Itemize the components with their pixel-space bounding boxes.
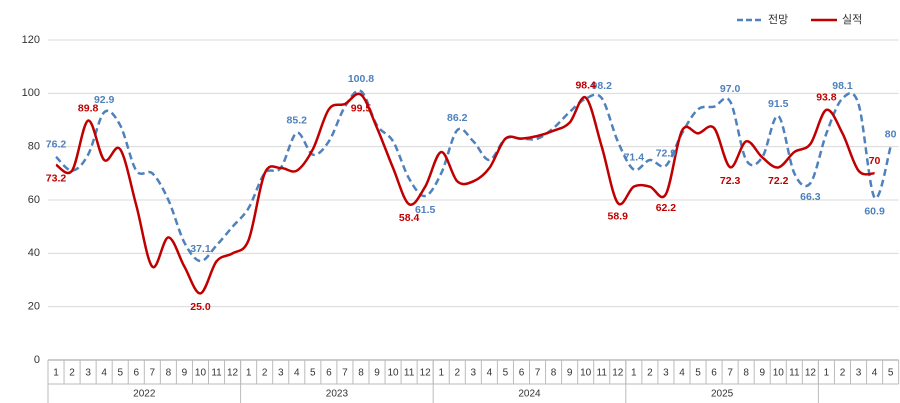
- value-label: 62.2: [656, 202, 677, 214]
- year-label: 2025: [711, 389, 734, 400]
- value-label: 58.9: [608, 211, 629, 223]
- year-label: 2024: [518, 389, 541, 400]
- y-tick-label: 40: [28, 247, 40, 259]
- value-label: 72.3: [720, 175, 741, 187]
- x-tick-label: 5: [117, 368, 123, 379]
- x-tick-label: 6: [133, 368, 139, 379]
- x-tick-label: 1: [824, 368, 830, 379]
- x-tick-label: 4: [679, 368, 685, 379]
- x-tick-label: 9: [567, 368, 573, 379]
- series-line: [55, 89, 892, 263]
- x-tick-label: 10: [195, 368, 207, 379]
- x-tick-label: 2: [69, 368, 75, 379]
- x-tick-label: 3: [856, 368, 862, 379]
- x-tick-label: 9: [374, 368, 380, 379]
- y-tick-label: 60: [28, 194, 40, 206]
- y-tick-label: 0: [34, 354, 40, 366]
- x-tick-label: 7: [342, 368, 348, 379]
- value-label: 91.5: [768, 98, 789, 110]
- value-label: 76.2: [46, 139, 67, 151]
- x-tick-label: 5: [503, 368, 509, 379]
- value-label: 58.4: [399, 212, 420, 224]
- value-label: 61.5: [415, 204, 436, 216]
- x-tick-label: 11: [211, 368, 222, 379]
- x-tick-label: 3: [663, 368, 669, 379]
- value-label: 98.1: [832, 80, 853, 92]
- x-tick-label: 4: [101, 368, 107, 379]
- x-tick-label: 3: [278, 368, 284, 379]
- year-label: 2023: [326, 389, 349, 400]
- y-tick-label: 20: [28, 301, 40, 313]
- x-tick-label: 10: [773, 368, 785, 379]
- x-tick-label: 2: [262, 368, 268, 379]
- x-tick-label: 4: [294, 368, 300, 379]
- year-label: 2022: [133, 389, 156, 400]
- x-tick-label: 11: [404, 368, 415, 379]
- value-label: 66.3: [800, 191, 821, 203]
- value-label: 89.8: [78, 102, 99, 114]
- value-label: 85.2: [287, 115, 308, 127]
- value-label: 98.2: [592, 80, 613, 92]
- x-tick-label: 5: [310, 368, 316, 379]
- x-tick-label: 6: [326, 368, 332, 379]
- y-tick-label: 80: [28, 141, 40, 153]
- x-tick-label: 7: [150, 368, 156, 379]
- x-tick-label: 12: [227, 368, 239, 379]
- value-label: 37.1: [190, 243, 211, 255]
- x-tick-label: 2: [647, 368, 653, 379]
- x-tick-label: 1: [246, 368, 252, 379]
- x-tick-label: 11: [789, 368, 800, 379]
- value-label: 98.4: [575, 79, 596, 91]
- value-label: 92.9: [94, 94, 115, 106]
- x-tick-label: 11: [597, 368, 608, 379]
- x-tick-label: 2: [454, 368, 460, 379]
- value-label: 100.8: [348, 73, 374, 85]
- x-tick-label: 3: [471, 368, 477, 379]
- x-tick-label: 10: [388, 368, 400, 379]
- x-tick-label: 8: [358, 368, 364, 379]
- value-label: 70: [869, 155, 881, 167]
- value-label: 73.2: [46, 173, 67, 185]
- x-tick-label: 7: [535, 368, 541, 379]
- x-tick-label: 8: [551, 368, 557, 379]
- x-tick-label: 4: [487, 368, 493, 379]
- x-tick-label: 12: [420, 368, 432, 379]
- x-tick-label: 12: [805, 368, 817, 379]
- x-tick-label: 1: [438, 368, 444, 379]
- value-label: 99.5: [351, 102, 372, 114]
- x-tick-label: 5: [695, 368, 701, 379]
- series-line: [55, 92, 875, 295]
- value-label: 93.8: [816, 92, 837, 104]
- x-tick-label: 9: [759, 368, 765, 379]
- value-label: 71.4: [624, 151, 645, 163]
- y-tick-label: 100: [22, 87, 40, 99]
- x-tick-label: 6: [711, 368, 717, 379]
- legend-label: 실적: [842, 13, 862, 26]
- value-label: 25.0: [190, 301, 211, 313]
- x-tick-label: 7: [727, 368, 733, 379]
- x-tick-label: 5: [888, 368, 894, 379]
- x-tick-label: 2: [840, 368, 846, 379]
- x-tick-label: 1: [53, 368, 59, 379]
- x-tick-label: 10: [580, 368, 592, 379]
- value-label: 97.0: [720, 83, 741, 95]
- x-tick-label: 9: [182, 368, 188, 379]
- x-tick-label: 8: [743, 368, 749, 379]
- x-tick-label: 3: [85, 368, 91, 379]
- x-tick-label: 1: [631, 368, 637, 379]
- legend-label: 전망: [768, 13, 788, 26]
- x-tick-label: 4: [872, 368, 878, 379]
- value-label: 72.2: [768, 175, 789, 187]
- x-tick-label: 12: [612, 368, 624, 379]
- y-tick-label: 120: [22, 34, 40, 46]
- x-tick-label: 8: [166, 368, 172, 379]
- value-label: 86.2: [447, 112, 468, 124]
- x-tick-label: 6: [519, 368, 525, 379]
- value-label: 60.9: [864, 205, 885, 217]
- value-label: 72.9: [656, 147, 677, 159]
- value-label: 80: [885, 128, 897, 140]
